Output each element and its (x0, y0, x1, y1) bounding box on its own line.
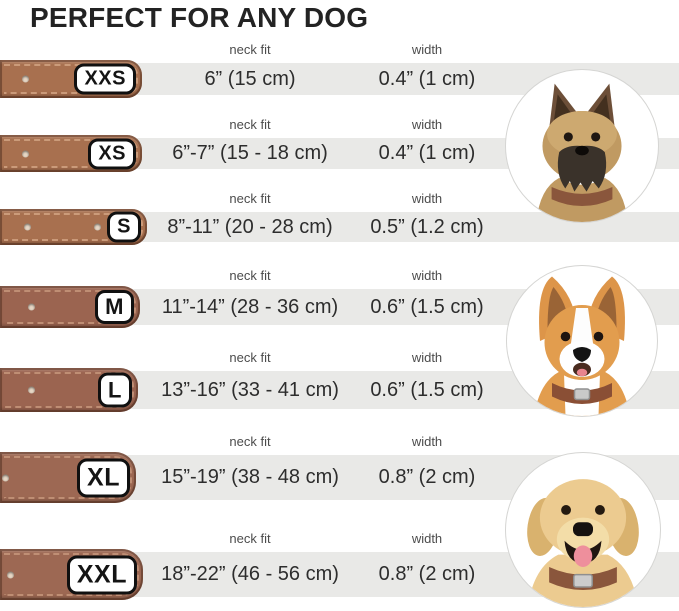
labrador-photo (527, 479, 639, 607)
width-value: 0.6” (1.5 cm) (370, 379, 484, 401)
width-value: 0.6” (1.5 cm) (370, 296, 484, 318)
column-header-width: width (411, 268, 443, 283)
column-header-neck-fit: neck fit (229, 191, 271, 206)
dog-photo-circle-small (505, 69, 659, 223)
collar-strap: XS (0, 135, 142, 172)
neck-fit-value: 11”-14” (28 - 36 cm) (161, 296, 339, 318)
terrier-photo (536, 83, 628, 222)
collar-hole (2, 474, 9, 481)
size-pill: XL (77, 458, 130, 497)
collar-strap: M (0, 286, 140, 328)
size-pill: XS (88, 138, 136, 169)
page-title: PERFECT FOR ANY DOG (30, 2, 369, 33)
dog-photo-circle-large (505, 452, 661, 608)
neck-fit-value: 6” (15 cm) (204, 68, 296, 90)
collar-hole (94, 223, 101, 231)
neck-fit-value: 18”-22” (46 - 56 cm) (161, 563, 339, 585)
collar-hole (7, 571, 14, 578)
dog-photo-circle-medium (506, 265, 658, 417)
column-header-width: width (411, 117, 443, 132)
column-header-neck-fit: neck fit (229, 531, 271, 546)
column-header-neck-fit: neck fit (229, 117, 271, 132)
neck-fit-value: 13”-16” (33 - 41 cm) (161, 379, 339, 401)
collar-strap: XL (0, 452, 136, 503)
neck-fit-value: 6”-7” (15 - 18 cm) (172, 142, 328, 164)
collar-hole (22, 150, 29, 157)
column-header-width: width (411, 42, 443, 57)
collar-strap: S (0, 209, 147, 245)
size-pill: M (95, 290, 134, 324)
width-value: 0.4” (1 cm) (378, 142, 476, 164)
column-header-neck-fit: neck fit (229, 350, 271, 365)
width-value: 0.8” (2 cm) (378, 563, 476, 585)
size-pill: XXS (74, 63, 136, 95)
column-header-neck-fit: neck fit (229, 434, 271, 449)
width-value: 0.4” (1 cm) (378, 68, 476, 90)
column-header-neck-fit: neck fit (229, 42, 271, 57)
collar-hole (24, 223, 31, 231)
column-header-width: width (411, 531, 443, 546)
column-header-width: width (411, 350, 443, 365)
width-value: 0.8” (2 cm) (378, 466, 476, 488)
column-header-width: width (411, 191, 443, 206)
collar-strap: L (0, 368, 138, 412)
collar-hole (28, 386, 35, 394)
neck-fit-value: 8”-11” (20 - 28 cm) (167, 216, 333, 238)
width-value: 0.5” (1.2 cm) (370, 216, 484, 238)
neck-fit-value: 15”-19” (38 - 48 cm) (161, 466, 339, 488)
column-header-neck-fit: neck fit (229, 268, 271, 283)
collar-strap: XXS (0, 60, 142, 98)
size-pill: XXL (66, 555, 137, 594)
corgi-photo (534, 276, 630, 416)
column-header-width: width (411, 434, 443, 449)
size-pill: L (98, 372, 132, 408)
size-pill: S (107, 211, 141, 243)
collar-strap: XXL (0, 549, 143, 600)
collar-hole (28, 303, 35, 311)
collar-hole (22, 75, 29, 83)
